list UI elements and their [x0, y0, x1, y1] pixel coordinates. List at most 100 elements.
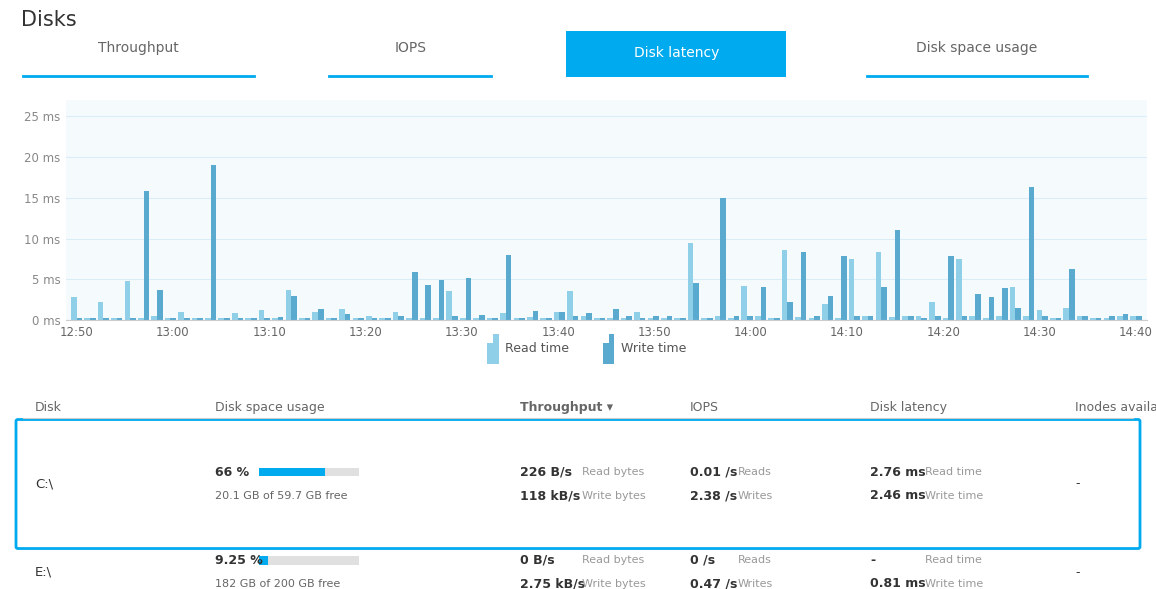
- Text: Write bytes: Write bytes: [581, 491, 645, 501]
- Bar: [479, 315, 484, 320]
- Bar: [371, 317, 377, 320]
- Bar: [259, 468, 325, 477]
- Bar: [143, 191, 149, 320]
- Bar: [1117, 316, 1122, 320]
- Text: Write time: Write time: [925, 491, 984, 501]
- Bar: [434, 317, 438, 320]
- Bar: [600, 317, 606, 320]
- Bar: [613, 309, 618, 320]
- Bar: [210, 165, 216, 320]
- Bar: [71, 297, 76, 320]
- Bar: [385, 317, 391, 320]
- Bar: [1037, 310, 1043, 320]
- Bar: [98, 302, 103, 320]
- Bar: [836, 317, 842, 320]
- Bar: [702, 317, 707, 320]
- Bar: [151, 316, 157, 320]
- Bar: [988, 297, 994, 320]
- Bar: [775, 317, 779, 320]
- Text: 0.81 ms: 0.81 ms: [870, 577, 926, 589]
- Bar: [1050, 319, 1055, 320]
- Bar: [694, 283, 699, 320]
- Bar: [170, 317, 176, 320]
- Bar: [580, 316, 586, 320]
- Text: Disk space usage: Disk space usage: [215, 401, 325, 413]
- Bar: [854, 316, 860, 320]
- Bar: [157, 290, 163, 320]
- Bar: [747, 316, 753, 320]
- Bar: [862, 316, 868, 320]
- Bar: [291, 296, 297, 320]
- Bar: [446, 290, 452, 320]
- Bar: [178, 312, 184, 320]
- Text: 226 B/s: 226 B/s: [520, 466, 572, 479]
- Text: 9.25 %: 9.25 %: [215, 554, 262, 567]
- Bar: [420, 319, 425, 320]
- Bar: [312, 312, 318, 320]
- Bar: [996, 316, 1002, 320]
- Bar: [259, 556, 268, 564]
- Bar: [1131, 316, 1136, 320]
- Bar: [909, 316, 913, 320]
- Bar: [627, 316, 632, 320]
- Text: 0.01 /s: 0.01 /s: [690, 466, 738, 479]
- Text: Read bytes: Read bytes: [581, 467, 644, 477]
- Text: Reads: Reads: [738, 467, 772, 477]
- Bar: [948, 256, 954, 320]
- Text: Disk space usage: Disk space usage: [917, 41, 1037, 55]
- Bar: [501, 313, 505, 320]
- Bar: [546, 317, 551, 320]
- Bar: [594, 319, 600, 320]
- Text: 118 kB/s: 118 kB/s: [520, 489, 580, 502]
- Bar: [466, 277, 472, 320]
- Bar: [259, 468, 360, 477]
- Text: Read bytes: Read bytes: [581, 555, 644, 565]
- Bar: [452, 316, 458, 320]
- Bar: [828, 296, 833, 320]
- Bar: [272, 317, 277, 320]
- Bar: [332, 317, 338, 320]
- Bar: [635, 312, 640, 320]
- Text: Read time: Read time: [505, 342, 569, 356]
- Text: 2.76 ms: 2.76 ms: [870, 466, 926, 479]
- Bar: [412, 272, 417, 320]
- Text: Throughput: Throughput: [98, 41, 179, 55]
- Bar: [903, 316, 909, 320]
- Bar: [117, 319, 123, 320]
- Bar: [603, 343, 609, 364]
- Text: 2.46 ms: 2.46 ms: [870, 489, 926, 502]
- Bar: [1090, 317, 1096, 320]
- Bar: [728, 317, 734, 320]
- Bar: [586, 313, 592, 320]
- Text: Write bytes: Write bytes: [581, 579, 645, 589]
- Text: 20.1 GB of 59.7 GB free: 20.1 GB of 59.7 GB free: [215, 491, 348, 501]
- Bar: [680, 317, 686, 320]
- Text: C:\: C:\: [35, 478, 53, 491]
- Bar: [868, 316, 874, 320]
- Bar: [492, 317, 498, 320]
- Bar: [505, 255, 511, 320]
- Bar: [814, 316, 820, 320]
- Bar: [399, 316, 405, 320]
- Text: Throughput ▾: Throughput ▾: [520, 401, 613, 413]
- Bar: [318, 309, 324, 320]
- Bar: [1110, 316, 1114, 320]
- Text: Reads: Reads: [738, 555, 772, 565]
- Bar: [1055, 317, 1061, 320]
- FancyBboxPatch shape: [16, 419, 1140, 548]
- Bar: [1029, 187, 1035, 320]
- Bar: [519, 317, 525, 320]
- Bar: [1043, 316, 1047, 320]
- Bar: [1096, 317, 1102, 320]
- Text: Write time: Write time: [621, 342, 687, 356]
- Bar: [406, 317, 412, 320]
- Bar: [473, 317, 479, 320]
- Bar: [90, 319, 96, 320]
- Bar: [881, 287, 887, 320]
- Text: 182 GB of 200 GB free: 182 GB of 200 GB free: [215, 579, 340, 589]
- Bar: [707, 317, 712, 320]
- Bar: [131, 319, 136, 320]
- Bar: [540, 319, 546, 320]
- Bar: [640, 317, 645, 320]
- Bar: [714, 316, 720, 320]
